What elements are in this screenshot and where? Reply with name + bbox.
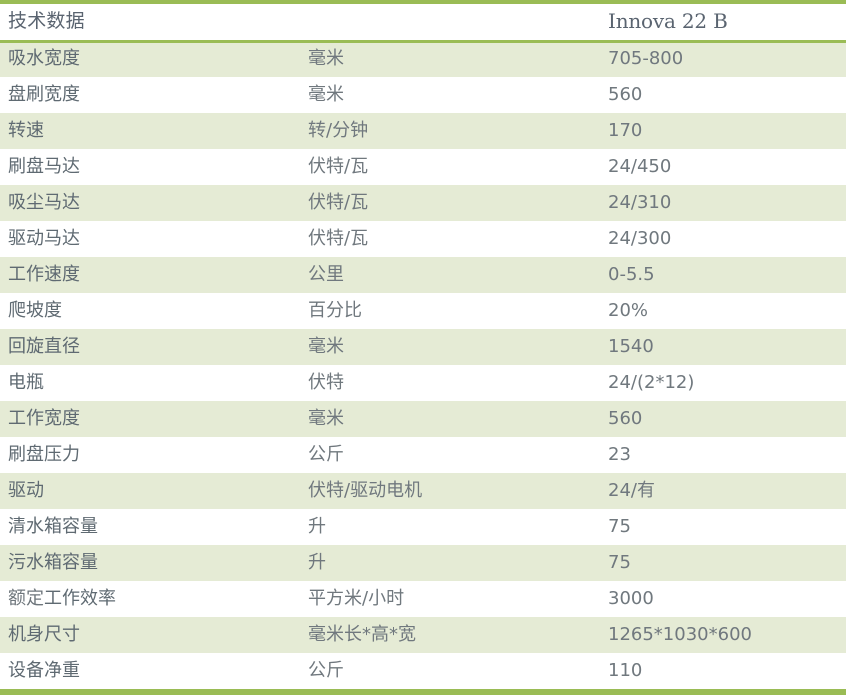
column-header-model: Innova 22 B — [600, 4, 846, 43]
spec-unit-cell: 伏特/瓦 — [308, 155, 369, 177]
spec-unit-cell: 毫米 — [308, 48, 344, 70]
column-header-spec: 技术数据 — [0, 4, 300, 43]
spec-label-cell: 清水箱容量 — [0, 509, 300, 545]
spec-value-cell: 75 — [608, 551, 631, 573]
spec-unit-cell: 公斤 — [308, 443, 344, 465]
spec-value-cell: 24/310 — [608, 191, 672, 213]
spec-value-cell: 170 — [608, 119, 643, 141]
spec-label-text: 吸水宽度 — [8, 48, 80, 70]
spec-label-text: 刷盘压力 — [8, 443, 80, 465]
table-head: 技术数据 Innova 22 B — [0, 4, 846, 43]
table-row: 转速 转/分钟 170 — [0, 113, 846, 149]
spec-label-text: 盘刷宽度 — [8, 83, 80, 105]
spec-unit-cell: 升 — [308, 551, 326, 573]
spec-label-text: 吸尘马达 — [8, 191, 80, 213]
spec-label-text: 清水箱容量 — [8, 515, 98, 537]
spec-unit-cell: 伏特 — [308, 371, 344, 393]
spec-unit-cell: 毫米长*高*宽 — [308, 623, 416, 645]
spec-label-text: 工作宽度 — [8, 407, 80, 429]
spec-label-text: 工作效率 — [44, 587, 116, 609]
spec-label-cell: 电瓶 — [0, 365, 300, 401]
table-row: 回旋直径 毫米 1540 — [0, 329, 846, 365]
table-row: 盘刷宽度 毫米 560 — [0, 77, 846, 113]
spec-unit-cell: 伏特/驱动电机 — [308, 479, 423, 501]
spec-label-cell: 吸水宽度 — [0, 41, 300, 77]
spec-value-cell: 110 — [608, 659, 643, 681]
spec-label-cell: 刷盘马达 — [0, 149, 300, 185]
spec-unit-cell: 百分比 — [308, 299, 362, 321]
spec-label-cell: 刷盘压力 — [0, 437, 300, 473]
table-row: 刷盘压力 公斤 23 — [0, 437, 846, 473]
spec-value-cell: 24/(2*12) — [608, 371, 695, 393]
spec-label-text: 驱动 — [8, 479, 44, 501]
spec-value-cell: 24/450 — [608, 155, 672, 177]
spec-label-cell: 转速 — [0, 113, 300, 149]
spec-label-prefix: 额定 — [8, 587, 44, 609]
spec-label-text: 转速 — [8, 119, 44, 141]
spec-label-text: 工作速度 — [8, 263, 80, 285]
table-row: 清水箱容量 升 75 — [0, 509, 846, 545]
spec-unit-cell: 升 — [308, 515, 326, 537]
spec-label-text: 刷盘马达 — [8, 155, 80, 177]
table-row: 爬坡度 百分比 20% — [0, 293, 846, 329]
table-header-row: 技术数据 Innova 22 B — [0, 4, 846, 43]
spec-unit-cell: 转/分钟 — [308, 119, 369, 141]
spec-unit-cell: 公斤 — [308, 659, 344, 681]
spec-value-cell: 24/有 — [608, 479, 655, 501]
spec-label-cell: 盘刷宽度 — [0, 77, 300, 113]
spec-label-cell: 污水箱容量 — [0, 545, 300, 581]
spec-label-cell: 爬坡度 — [0, 293, 300, 329]
table-row: 工作速度 公里 0-5.5 — [0, 257, 846, 293]
spec-label-text: 驱动马达 — [8, 227, 80, 249]
spec-label-cell: 回旋直径 — [0, 329, 300, 365]
spec-label-cell: 驱动马达 — [0, 221, 300, 257]
spec-unit-cell: 平方米/小时 — [308, 587, 405, 609]
table-row: 电瓶 伏特 24/(2*12) — [0, 365, 846, 401]
spec-value-cell: 0-5.5 — [608, 263, 655, 285]
spec-value-cell: 1265*1030*600 — [608, 623, 752, 645]
spec-value-cell: 705-800 — [608, 48, 684, 70]
spec-label-cell: 工作速度 — [0, 257, 300, 293]
spec-label-cell: 设备净重 — [0, 653, 300, 689]
spec-unit-cell: 毫米 — [308, 407, 344, 429]
table-row: 驱动 伏特/驱动电机 24/有 — [0, 473, 846, 509]
spec-label-text: 设备净重 — [8, 659, 80, 681]
spec-value-cell: 3000 — [608, 587, 654, 609]
spec-value-cell: 560 — [608, 83, 643, 105]
table-row: 吸尘马达 伏特/瓦 24/310 — [0, 185, 846, 221]
spec-unit-cell: 毫米 — [308, 335, 344, 357]
spec-label-text: 爬坡度 — [8, 299, 62, 321]
spec-value-cell: 24/300 — [608, 227, 672, 249]
spec-value-cell: 1540 — [608, 335, 654, 357]
spec-label-text: 污水箱容量 — [8, 551, 98, 573]
spec-value-cell: 20% — [608, 299, 649, 321]
spec-value-cell: 75 — [608, 515, 631, 537]
spec-label-cell: 驱动 — [0, 473, 300, 509]
spec-label-text: 回旋直径 — [8, 335, 80, 357]
table-row: 污水箱容量 升 75 — [0, 545, 846, 581]
column-header-unit — [300, 4, 600, 43]
spec-value-cell: 560 — [608, 407, 643, 429]
spec-value-cell: 23 — [608, 443, 631, 465]
spec-label-text: 机身尺寸 — [8, 623, 80, 645]
spec-label-cell: 额定工作效率 — [0, 581, 300, 617]
table-row: 设备净重 公斤 110 — [0, 653, 846, 689]
technical-data-table: 技术数据 Innova 22 B 吸水宽度 毫米 705-800 盘刷宽度 毫米 560 转… — [0, 4, 846, 689]
spec-label-cell: 吸尘马达 — [0, 185, 300, 221]
table-row: 额定工作效率 平方米/小时 3000 — [0, 581, 846, 617]
spec-unit-cell: 伏特/瓦 — [308, 191, 369, 213]
spec-label-cell: 工作宽度 — [0, 401, 300, 437]
table-row: 吸水宽度 毫米 705-800 — [0, 41, 846, 77]
table-row: 驱动马达 伏特/瓦 24/300 — [0, 221, 846, 257]
table-row: 刷盘马达 伏特/瓦 24/450 — [0, 149, 846, 185]
spec-label-text: 电瓶 — [8, 371, 44, 393]
table-row: 机身尺寸 毫米长*高*宽 1265*1030*600 — [0, 617, 846, 653]
spec-unit-cell: 伏特/瓦 — [308, 227, 369, 249]
spec-unit-cell: 公里 — [308, 263, 344, 285]
table-row: 工作宽度 毫米 560 — [0, 401, 846, 437]
table-body: 吸水宽度 毫米 705-800 盘刷宽度 毫米 560 转速 转/分钟 170 刷盘马达 伏特/瓦 2… — [0, 41, 846, 689]
spec-label-cell: 机身尺寸 — [0, 617, 300, 653]
spec-unit-cell: 毫米 — [308, 83, 344, 105]
